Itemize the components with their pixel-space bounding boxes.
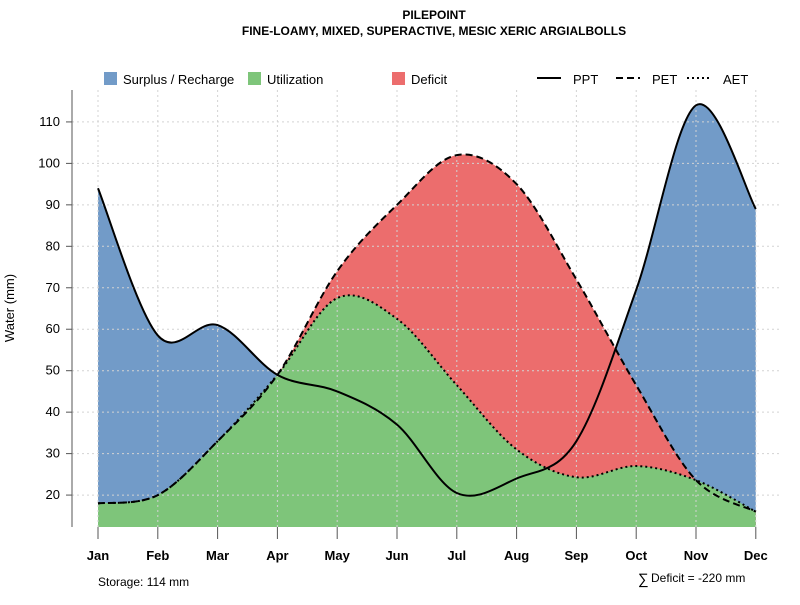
y-tick-label: 90 — [46, 197, 60, 212]
x-tick-label: Nov — [684, 548, 709, 563]
x-tick-label: Sep — [564, 548, 588, 563]
x-tick-label: Mar — [206, 548, 229, 563]
x-tick-label: Jan — [87, 548, 109, 563]
x-tick-label: Jul — [447, 548, 466, 563]
sum-icon: ∑ — [638, 571, 649, 588]
y-axis-label: Water (mm) — [2, 274, 17, 342]
y-tick-label: 20 — [46, 487, 60, 502]
chart-subtitle: FINE-LOAMY, MIXED, SUPERACTIVE, MESIC XE… — [242, 24, 626, 38]
x-tick-label: Aug — [504, 548, 529, 563]
y-tick-label: 80 — [46, 238, 60, 253]
utilization-area — [98, 295, 756, 527]
x-tick-label: Feb — [146, 548, 169, 563]
legend-label: Utilization — [267, 72, 323, 87]
x-tick-label: Jun — [385, 548, 408, 563]
deficit-annotation: Deficit = -220 mm — [651, 571, 745, 585]
legend-label: AET — [723, 72, 748, 87]
legend-label: PET — [652, 72, 677, 87]
y-tick-label: 30 — [46, 446, 60, 461]
legend-swatch — [104, 72, 117, 85]
series-line-ppt — [97, 103, 757, 497]
legend: Surplus / Recharge Utilization Deficit PPT P… — [104, 72, 748, 87]
x-tick-label: Oct — [625, 548, 647, 563]
x-tick-label: May — [325, 548, 351, 563]
legend-swatch — [392, 72, 405, 85]
legend-label: PPT — [573, 72, 598, 87]
y-tick-label: 40 — [46, 404, 60, 419]
storage-annotation: Storage: 114 mm — [98, 575, 189, 589]
series-line-pet — [97, 153, 757, 513]
y-tick-label: 50 — [46, 363, 60, 378]
legend-label: Deficit — [411, 72, 448, 87]
y-tick-label: 60 — [46, 321, 60, 336]
legend-swatch — [248, 72, 261, 85]
legend-label: Surplus / Recharge — [123, 72, 234, 87]
y-tick-label: 100 — [38, 155, 60, 170]
x-tick-label: Dec — [744, 548, 768, 563]
x-tick-label: Apr — [266, 548, 288, 563]
y-tick-label: 110 — [39, 114, 60, 129]
chart-title: PILEPOINT — [402, 8, 466, 22]
y-tick-label: 70 — [46, 280, 60, 295]
series-line-aet — [97, 294, 757, 513]
